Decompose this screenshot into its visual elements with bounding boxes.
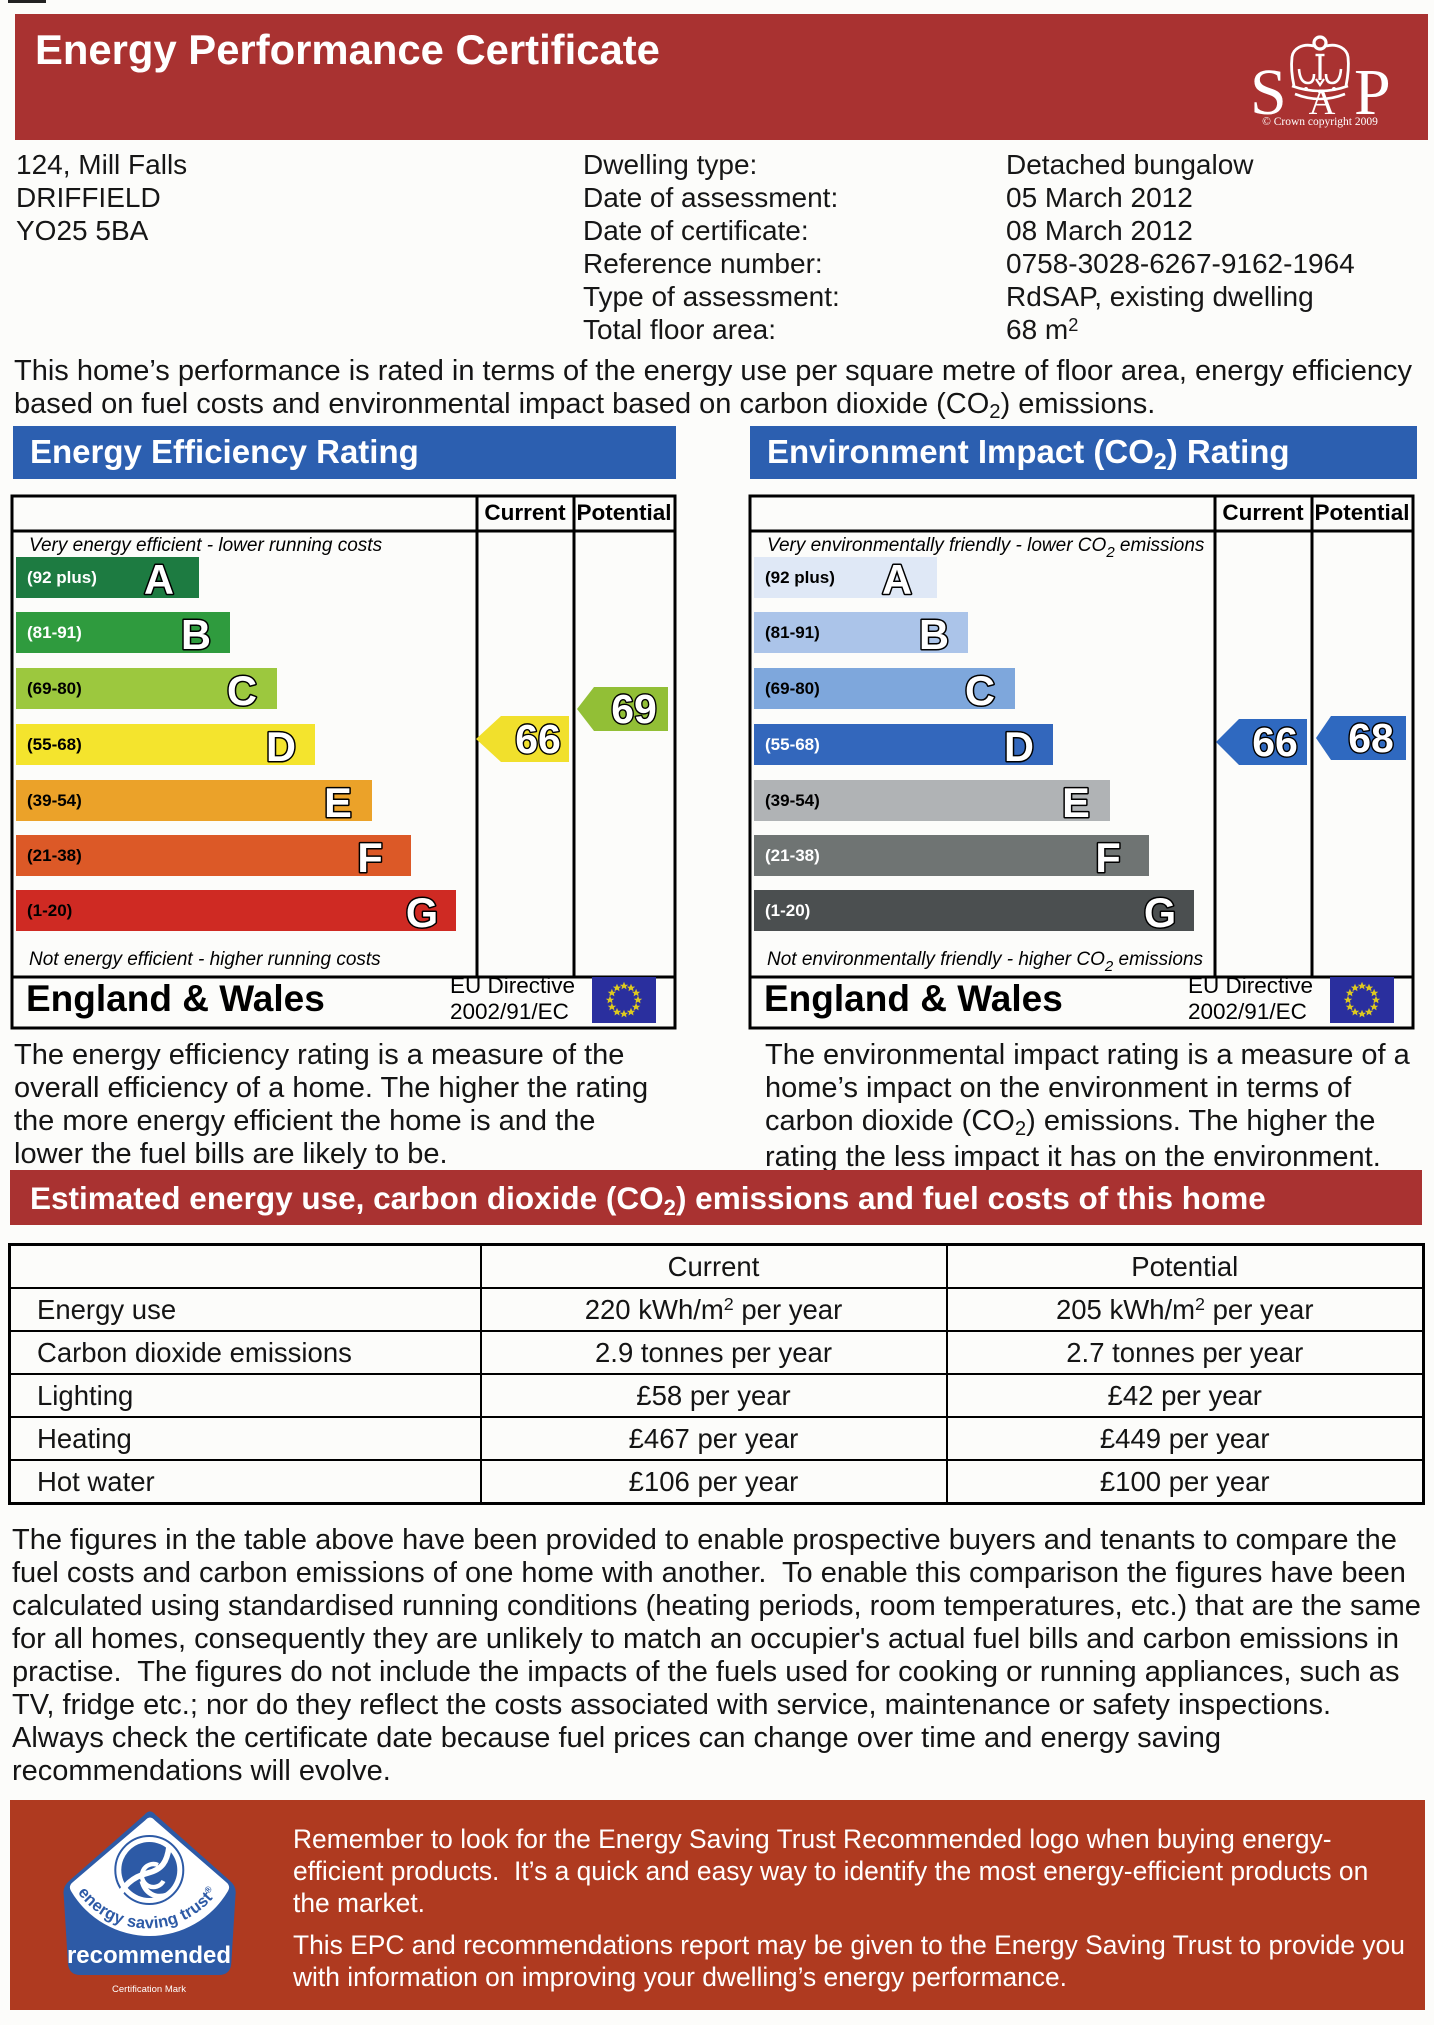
svg-text:(21-38): (21-38) [765, 846, 820, 865]
svg-text:(1-20): (1-20) [765, 901, 810, 920]
svg-text:(81-91): (81-91) [27, 623, 82, 642]
svg-text:C: C [227, 667, 257, 714]
svg-text:EU Directive: EU Directive [1188, 973, 1313, 998]
svg-text:F: F [357, 834, 382, 881]
svg-text:B: B [181, 611, 211, 658]
svg-text:2002/91/EC: 2002/91/EC [450, 999, 569, 1024]
svg-text:B: B [919, 611, 949, 658]
svg-text:A: A [144, 556, 174, 603]
svg-text:2002/91/EC: 2002/91/EC [1188, 999, 1307, 1024]
svg-text:D: D [266, 723, 296, 770]
svg-text:(55-68): (55-68) [765, 735, 820, 754]
svg-text:Current: Current [1222, 500, 1304, 525]
svg-text:F: F [1095, 834, 1120, 881]
svg-text:A: A [882, 556, 912, 603]
svg-text:A: A [1309, 82, 1336, 123]
svg-text:Very energy efficient - lower: Very energy efficient - lower running co… [29, 535, 383, 556]
svg-text:Current: Current [484, 500, 566, 525]
svg-text:Certification Mark: Certification Mark [112, 1984, 186, 1995]
svg-text:(55-68): (55-68) [27, 735, 82, 754]
svg-text:(69-80): (69-80) [765, 679, 820, 698]
svg-text:England & Wales: England & Wales [764, 978, 1063, 1019]
svg-text:(21-38): (21-38) [27, 846, 82, 865]
svg-text:(69-80): (69-80) [27, 679, 82, 698]
svg-text:(92 plus): (92 plus) [27, 568, 97, 587]
svg-text:© Crown copyright 2009: © Crown copyright 2009 [1262, 116, 1378, 128]
svg-text:Potential: Potential [576, 500, 671, 525]
svg-text:(39-54): (39-54) [27, 791, 82, 810]
svg-text:(92 plus): (92 plus) [765, 568, 835, 587]
svg-text:S: S [1250, 56, 1287, 129]
svg-text:recommended: recommended [67, 1942, 231, 1969]
svg-text:66: 66 [1252, 719, 1298, 765]
svg-text:Not energy efficient - higher: Not energy efficient - higher running co… [29, 949, 381, 970]
svg-text:C: C [965, 667, 995, 714]
svg-text:G: G [1144, 889, 1176, 936]
svg-text:(81-91): (81-91) [765, 623, 820, 642]
svg-text:Not environmentally friendly -: Not environmentally friendly - higher CO… [767, 949, 1204, 975]
svg-text:EU Directive: EU Directive [450, 973, 575, 998]
svg-text:G: G [406, 889, 438, 936]
svg-text:(1-20): (1-20) [27, 901, 72, 920]
svg-text:P: P [1354, 56, 1391, 129]
svg-text:Potential: Potential [1314, 500, 1409, 525]
svg-text:E: E [324, 779, 352, 826]
svg-text:D: D [1004, 723, 1034, 770]
svg-text:(39-54): (39-54) [765, 791, 820, 810]
svg-text:66: 66 [515, 716, 561, 762]
svg-text:England & Wales: England & Wales [26, 978, 325, 1019]
svg-text:E: E [1062, 779, 1090, 826]
svg-text:68: 68 [1348, 715, 1394, 761]
svg-text:69: 69 [611, 686, 657, 732]
